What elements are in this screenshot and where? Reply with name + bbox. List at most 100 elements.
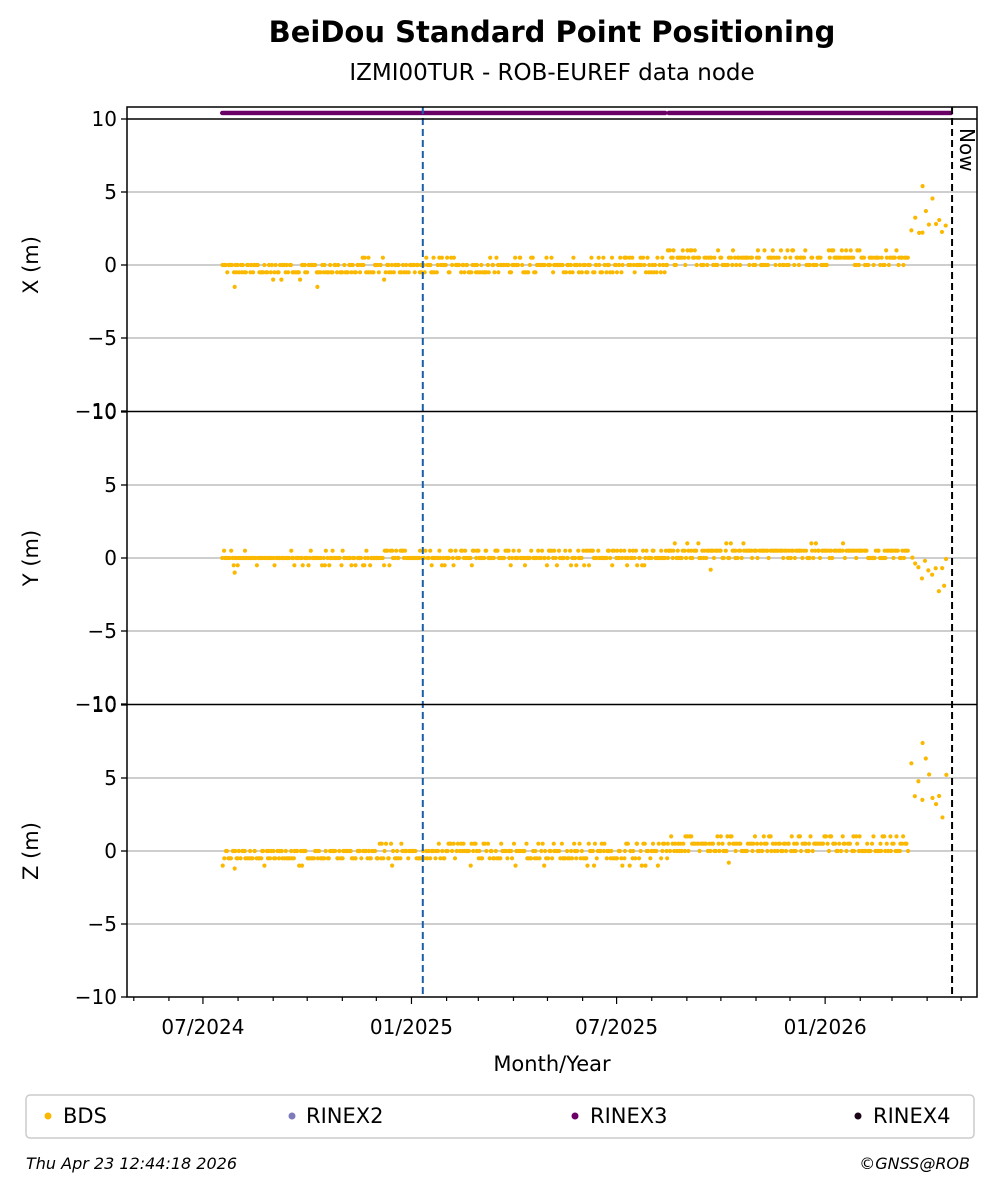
bds-point bbox=[434, 270, 439, 275]
bds-point bbox=[900, 841, 905, 846]
bds-point bbox=[755, 248, 761, 253]
bds-point bbox=[547, 262, 553, 268]
y-tick-label: −5 bbox=[88, 912, 117, 936]
bds-point bbox=[803, 548, 809, 553]
bds-point bbox=[739, 555, 744, 561]
bds-point bbox=[229, 548, 234, 553]
bds-point bbox=[750, 848, 755, 854]
bds-point bbox=[721, 555, 726, 561]
bds-point bbox=[670, 255, 675, 260]
bds-point bbox=[683, 262, 688, 268]
bds-point bbox=[844, 248, 849, 253]
bds-point bbox=[622, 848, 628, 854]
bds-point bbox=[864, 548, 869, 553]
bds-point bbox=[321, 555, 326, 561]
bds-point bbox=[620, 863, 625, 868]
bds-point bbox=[619, 856, 624, 861]
bds-point bbox=[851, 255, 856, 260]
bds-point bbox=[667, 248, 672, 253]
bds-point bbox=[675, 548, 680, 553]
bds-point bbox=[378, 262, 383, 268]
bds-point bbox=[828, 548, 834, 553]
bds-point bbox=[560, 262, 565, 268]
bds-point bbox=[892, 255, 897, 260]
bds-point bbox=[272, 270, 277, 275]
bds-point bbox=[694, 262, 699, 268]
bds-point bbox=[662, 555, 667, 561]
bds-point bbox=[665, 856, 670, 861]
bds-point bbox=[527, 555, 532, 561]
bds-point bbox=[680, 248, 685, 253]
bds-point bbox=[573, 555, 578, 561]
bds-point bbox=[398, 856, 403, 861]
bds-point bbox=[578, 262, 583, 268]
bds-point bbox=[267, 856, 273, 861]
bds-point bbox=[854, 834, 859, 839]
bds-point bbox=[288, 262, 294, 268]
bds-point bbox=[789, 834, 794, 839]
bds-point bbox=[231, 563, 236, 568]
bds-point bbox=[340, 270, 345, 275]
bds-point bbox=[327, 262, 333, 268]
bds-point bbox=[765, 848, 770, 854]
bds-point bbox=[879, 848, 884, 854]
bds-point bbox=[809, 541, 814, 546]
bds-point bbox=[557, 848, 562, 854]
bds-point bbox=[642, 563, 647, 568]
bds-point bbox=[940, 566, 945, 571]
bds-point bbox=[463, 548, 468, 553]
bds-point bbox=[516, 548, 522, 553]
bds-point bbox=[604, 270, 609, 275]
bds-point bbox=[283, 848, 288, 854]
bds-point bbox=[546, 555, 551, 561]
bds-point bbox=[641, 255, 646, 260]
rinex3-point bbox=[663, 110, 668, 116]
bds-point bbox=[730, 248, 736, 253]
bds-point bbox=[624, 563, 630, 568]
bds-point bbox=[585, 863, 590, 868]
bds-point bbox=[220, 863, 225, 868]
bds-point bbox=[866, 262, 871, 268]
bds-point bbox=[840, 548, 845, 553]
bds-point bbox=[438, 856, 443, 861]
bds-point bbox=[759, 848, 765, 854]
bds-point bbox=[313, 262, 318, 268]
bds-point bbox=[322, 856, 327, 861]
bds-point bbox=[777, 262, 782, 268]
bds-point bbox=[520, 262, 525, 268]
bds-point bbox=[276, 856, 282, 861]
bds-point bbox=[631, 848, 636, 854]
bds-point bbox=[753, 262, 758, 268]
bds-point bbox=[544, 255, 549, 260]
legend-marker-bds bbox=[44, 1112, 52, 1120]
bds-point bbox=[733, 848, 738, 854]
bds-point bbox=[679, 555, 684, 561]
bds-point bbox=[943, 556, 949, 562]
bds-point bbox=[402, 548, 408, 553]
legend-label-rinex2: RINEX2 bbox=[306, 1104, 384, 1128]
bds-point bbox=[299, 555, 304, 561]
bds-point bbox=[625, 841, 630, 846]
bds-point bbox=[388, 841, 394, 846]
bds-point bbox=[724, 848, 729, 854]
bds-point bbox=[243, 270, 248, 275]
bds-point bbox=[818, 255, 823, 260]
bds-point bbox=[235, 262, 240, 268]
bds-point bbox=[383, 270, 388, 275]
bds-point bbox=[336, 262, 341, 268]
bds-point bbox=[452, 856, 458, 861]
bds-point bbox=[556, 548, 562, 553]
bds-point bbox=[913, 561, 918, 566]
bds-point bbox=[417, 548, 423, 553]
y-tick-label: 5 bbox=[104, 766, 117, 790]
bds-point bbox=[513, 863, 518, 868]
bds-point bbox=[681, 841, 686, 846]
bds-point bbox=[728, 255, 734, 260]
bds-point bbox=[673, 262, 679, 268]
bds-point bbox=[922, 558, 928, 563]
y-tick-label: −10 bbox=[75, 692, 117, 716]
bds-point bbox=[604, 856, 609, 861]
bds-point bbox=[389, 262, 394, 268]
bds-point bbox=[413, 848, 418, 854]
